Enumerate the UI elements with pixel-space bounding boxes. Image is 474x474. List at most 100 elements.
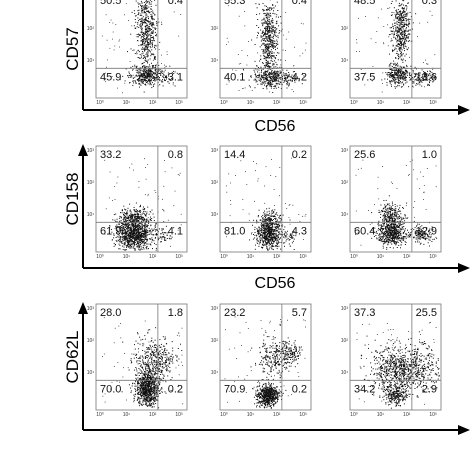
data-point xyxy=(134,80,136,82)
data-point xyxy=(122,238,124,240)
data-point xyxy=(270,85,272,87)
data-point xyxy=(143,248,145,250)
data-point xyxy=(266,225,268,226)
data-point xyxy=(275,238,277,240)
data-point xyxy=(394,76,395,78)
data-point xyxy=(274,60,275,62)
data-point xyxy=(302,23,304,25)
data-point xyxy=(293,238,295,240)
data-point xyxy=(278,233,280,235)
data-point xyxy=(391,38,392,40)
data-point xyxy=(135,225,137,227)
data-point xyxy=(139,70,141,72)
data-point xyxy=(135,236,137,238)
data-point xyxy=(386,82,388,84)
data-point xyxy=(267,53,269,55)
data-point xyxy=(119,234,120,236)
data-point xyxy=(275,245,277,247)
data-point xyxy=(127,224,129,226)
data-point xyxy=(424,72,426,74)
data-point xyxy=(161,54,162,56)
data-point xyxy=(289,236,291,238)
data-point xyxy=(263,17,265,19)
data-point xyxy=(272,220,273,221)
data-point xyxy=(122,224,124,226)
data-point xyxy=(266,71,268,73)
data-point xyxy=(291,242,293,244)
data-point xyxy=(142,12,144,14)
data-point xyxy=(152,27,154,29)
data-point xyxy=(144,74,146,76)
data-point xyxy=(276,82,278,84)
data-point xyxy=(230,200,231,201)
data-point xyxy=(405,80,407,81)
data-point xyxy=(432,81,434,83)
data-point xyxy=(408,24,409,26)
data-point xyxy=(403,47,405,49)
data-point xyxy=(120,217,122,219)
data-point xyxy=(402,81,403,83)
data-point xyxy=(279,224,281,226)
data-point xyxy=(145,31,147,33)
data-point xyxy=(401,17,403,19)
data-point xyxy=(265,239,267,240)
x-tick-label: 10¹ xyxy=(123,254,131,260)
data-point xyxy=(109,22,111,23)
data-point xyxy=(142,38,144,40)
data-point xyxy=(268,91,270,93)
data-point xyxy=(257,230,259,232)
data-point xyxy=(263,58,265,60)
data-point xyxy=(161,63,162,64)
data-point xyxy=(151,209,153,211)
data-point xyxy=(269,12,271,14)
data-point xyxy=(140,242,141,244)
data-point xyxy=(121,231,123,233)
data-point xyxy=(419,84,421,86)
data-point xyxy=(269,231,271,233)
data-point xyxy=(273,223,275,225)
data-point xyxy=(268,45,270,47)
data-point xyxy=(144,231,146,233)
data-point xyxy=(408,34,410,35)
data-point xyxy=(155,48,157,50)
data-point xyxy=(271,77,273,79)
x-tick-label: 10² xyxy=(149,100,157,106)
data-point xyxy=(143,240,145,242)
data-point xyxy=(129,211,131,213)
data-point xyxy=(270,238,272,240)
data-point xyxy=(405,39,407,41)
data-point xyxy=(126,211,127,213)
data-point xyxy=(289,234,291,236)
data-point xyxy=(396,23,398,25)
data-point xyxy=(401,68,403,70)
data-point xyxy=(133,221,135,223)
data-point xyxy=(412,22,414,24)
data-point xyxy=(412,69,414,71)
data-point xyxy=(135,237,137,238)
data-point xyxy=(278,30,280,32)
data-point xyxy=(137,228,139,230)
data-point xyxy=(134,236,136,238)
y-tick-label: 10³ xyxy=(87,148,95,154)
data-point xyxy=(268,230,270,231)
data-point xyxy=(400,22,402,24)
data-point xyxy=(431,77,433,79)
data-point xyxy=(264,71,266,73)
data-point xyxy=(121,233,123,235)
data-point xyxy=(149,50,151,52)
data-point xyxy=(149,232,151,234)
data-point xyxy=(158,49,160,50)
data-point xyxy=(263,54,265,56)
data-point xyxy=(409,79,411,81)
data-point xyxy=(141,7,143,9)
data-point xyxy=(277,225,279,227)
data-point xyxy=(408,40,410,42)
data-point xyxy=(407,72,409,74)
data-point xyxy=(285,50,286,51)
data-point xyxy=(283,81,285,83)
data-point xyxy=(263,76,265,78)
data-point xyxy=(270,87,272,89)
data-point xyxy=(287,82,289,84)
data-point xyxy=(263,230,265,232)
data-point xyxy=(145,7,147,9)
